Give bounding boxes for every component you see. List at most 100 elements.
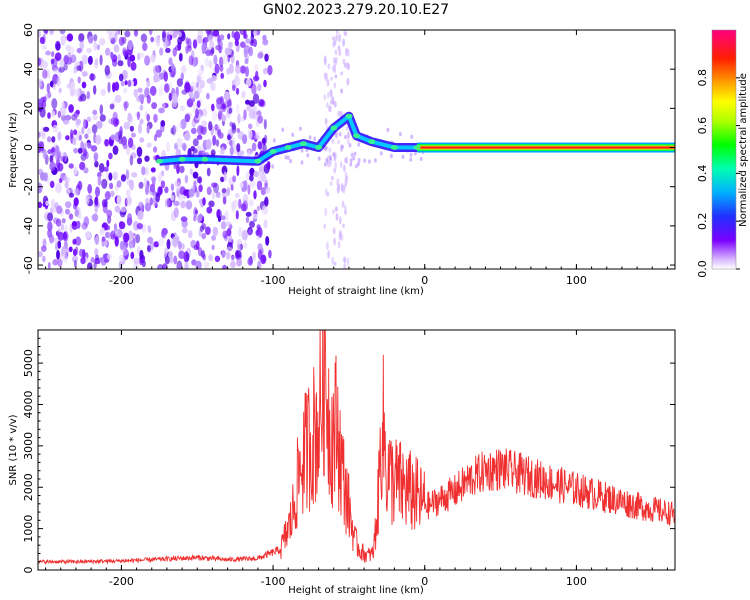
spectrogram-cell bbox=[54, 201, 59, 209]
spectrogram-cell bbox=[224, 210, 230, 222]
spectrogram-cell bbox=[306, 153, 310, 158]
y-tick-label: 1000 bbox=[22, 515, 35, 543]
spectrogram-cell bbox=[183, 251, 190, 263]
spectrogram-cell bbox=[232, 199, 239, 208]
spectrogram-cell bbox=[230, 53, 235, 64]
spectrogram-cell bbox=[227, 33, 231, 40]
spectrogram-cell bbox=[329, 181, 333, 187]
spectrogram-cell bbox=[183, 189, 190, 197]
spectrogram-cell bbox=[68, 104, 74, 113]
spectrogram-cell bbox=[332, 227, 336, 233]
spectrogram-cell bbox=[127, 137, 134, 149]
spectrogram-cell bbox=[245, 38, 251, 44]
spectrogram-cell bbox=[201, 120, 207, 128]
spectrogram-cell bbox=[137, 210, 144, 221]
spectrogram-cell bbox=[149, 85, 157, 96]
spectrogram-cell bbox=[59, 58, 65, 69]
spectrogram-cell bbox=[205, 30, 212, 35]
spectrogram-cell bbox=[38, 131, 41, 138]
spectrogram-cell bbox=[334, 49, 338, 56]
spectrogram-cell bbox=[104, 224, 111, 231]
spectrogram-cell bbox=[251, 83, 257, 95]
spectrogram-cell bbox=[196, 100, 201, 108]
spectrogram-cell bbox=[262, 67, 268, 75]
spectrogram-cell bbox=[206, 186, 212, 196]
spectrogram-cell bbox=[156, 37, 160, 47]
spectrogram-cell bbox=[347, 131, 350, 139]
spectrogram-cell bbox=[126, 217, 133, 226]
spectrogram-cell bbox=[81, 126, 85, 135]
spectrogram-cell bbox=[228, 107, 233, 114]
spectrogram-cell bbox=[209, 40, 215, 50]
spectral-peak bbox=[315, 145, 323, 151]
spectrogram-cell bbox=[51, 98, 58, 110]
spectrogram-cell bbox=[163, 71, 168, 82]
spectrogram-cell bbox=[334, 59, 337, 67]
spectrogram-cell bbox=[215, 44, 222, 51]
spectral-peak bbox=[254, 158, 262, 164]
spectrogram-cell bbox=[45, 200, 49, 206]
spectrogram-cell bbox=[100, 88, 106, 97]
spectrogram-cell bbox=[178, 52, 183, 62]
spectrogram-cell bbox=[344, 31, 348, 36]
spectrogram-cell bbox=[331, 256, 335, 265]
spectrogram-cell bbox=[335, 30, 339, 35]
spectrogram-cell bbox=[343, 204, 347, 212]
spectrogram-cell bbox=[210, 149, 216, 157]
spectrogram-cell bbox=[181, 142, 187, 151]
spectrogram-cell bbox=[42, 149, 47, 159]
spectrogram-cell bbox=[330, 76, 333, 81]
spectrogram-cell bbox=[116, 194, 122, 206]
spectrogram-cell bbox=[123, 121, 130, 130]
spectrogram-cell bbox=[138, 123, 142, 134]
spectrogram-cell bbox=[143, 177, 147, 188]
spectrogram-cell bbox=[349, 158, 353, 163]
spectrogram-cell bbox=[61, 218, 66, 224]
spectrogram-cell bbox=[254, 63, 259, 72]
spectrogram-cell bbox=[195, 190, 200, 198]
spectrogram-cell bbox=[248, 123, 253, 130]
spectrogram-cell bbox=[313, 136, 317, 141]
spectrogram-cell bbox=[139, 104, 144, 111]
spectrogram-cell bbox=[93, 261, 97, 269]
spectrogram-cell bbox=[281, 127, 285, 132]
spectrogram-cell bbox=[263, 178, 269, 184]
spectrogram-cell bbox=[235, 210, 239, 220]
colorbar-gradient bbox=[711, 29, 737, 270]
spectrogram-cell bbox=[214, 255, 221, 262]
spectrogram-cell bbox=[206, 206, 213, 214]
spectrogram-cell bbox=[101, 236, 106, 242]
spectrogram-cell bbox=[184, 261, 189, 269]
spectrogram-cell bbox=[210, 75, 217, 82]
spectrogram-cell bbox=[76, 220, 81, 229]
spectrogram-cell bbox=[129, 155, 134, 166]
spectrogram-cell bbox=[99, 104, 104, 115]
spectrogram-cell bbox=[329, 156, 332, 161]
spectrogram-cell bbox=[346, 77, 350, 86]
spectrogram-cell bbox=[100, 227, 105, 235]
spectrogram-cell bbox=[192, 138, 199, 147]
spectrogram-cell bbox=[215, 191, 221, 198]
spectrogram-cell bbox=[246, 105, 252, 112]
spectrogram-cell bbox=[264, 134, 268, 144]
spectrogram-cell bbox=[249, 220, 255, 228]
spectrogram-cell bbox=[252, 213, 259, 220]
y-tick-label: 3000 bbox=[22, 432, 35, 460]
spectrogram-cell bbox=[326, 241, 329, 250]
spectrogram-cell bbox=[335, 34, 338, 42]
spectrogram-cell bbox=[197, 124, 204, 136]
spectrogram-cell bbox=[193, 90, 200, 99]
spectrogram-cell bbox=[55, 218, 62, 227]
colorbar-label: Normalized spectral amplitude bbox=[738, 73, 749, 227]
spectrogram-cell bbox=[345, 47, 348, 54]
spectrogram-cell bbox=[111, 171, 118, 177]
spectrogram-cell bbox=[129, 179, 135, 191]
spectrogram-cell bbox=[419, 156, 423, 162]
spectrogram-x-label: Height of straight line (km) bbox=[288, 286, 424, 297]
spectrogram-cell bbox=[192, 148, 198, 154]
spectrogram-cell bbox=[78, 33, 85, 43]
spectrogram-cell bbox=[180, 200, 186, 209]
spectrogram-cell bbox=[40, 141, 45, 152]
spectrogram-cell bbox=[112, 59, 118, 67]
spectrogram-cell bbox=[192, 39, 198, 49]
